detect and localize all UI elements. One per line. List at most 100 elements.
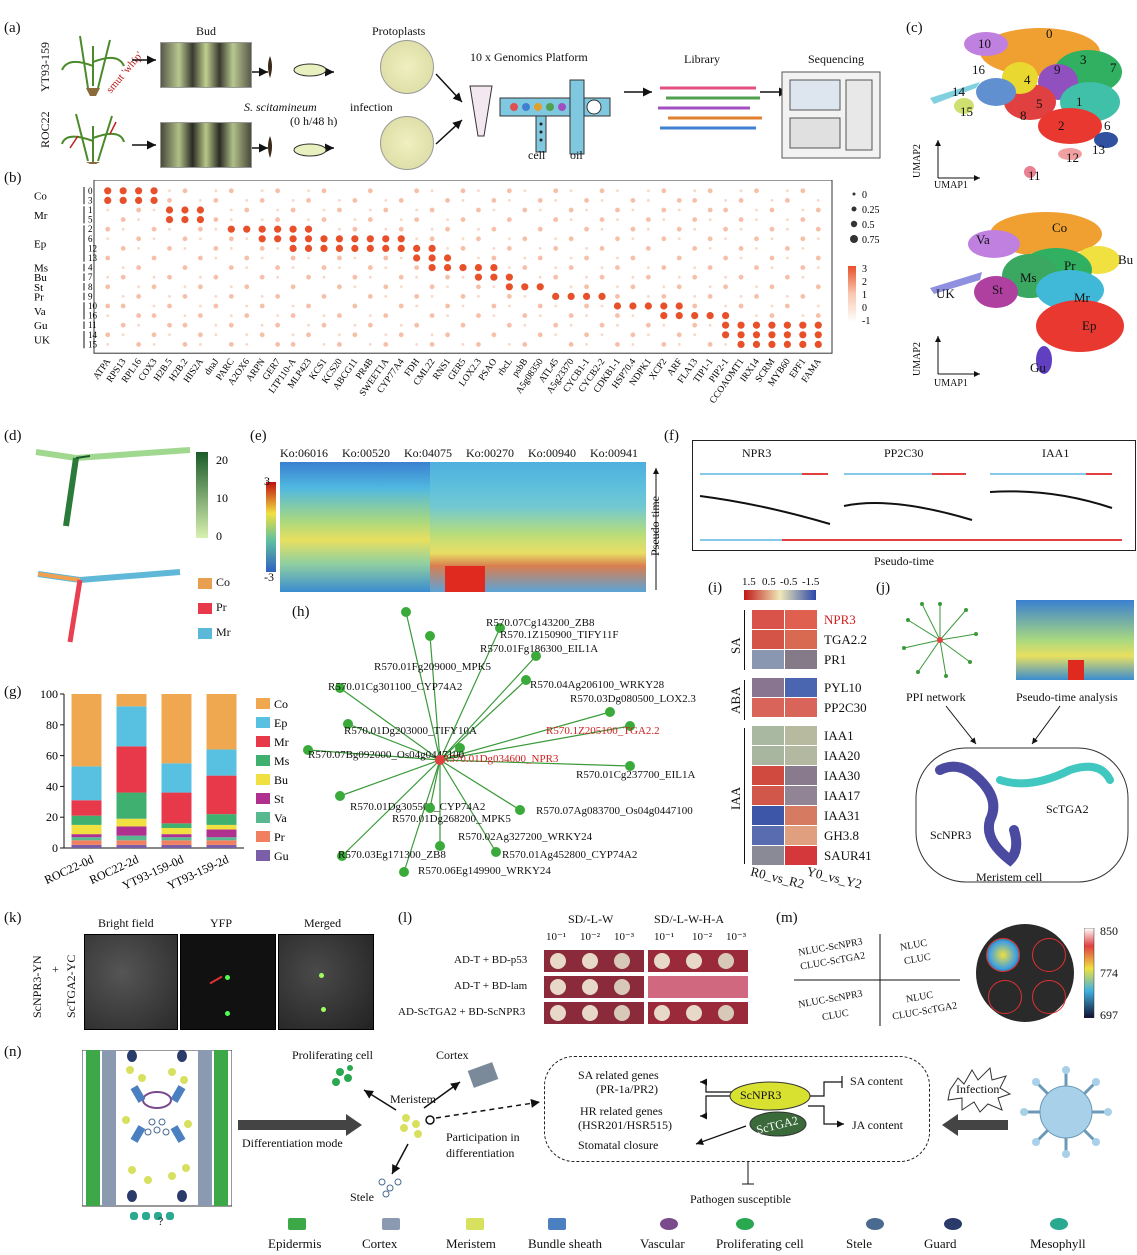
color-legend-label: -1 — [862, 316, 870, 327]
dotplot-dot — [768, 321, 776, 329]
umap-cluster-label: 2 — [1058, 118, 1065, 133]
dotplot-dot — [384, 266, 388, 269]
dotplot-dot — [429, 284, 435, 290]
dotplot-dot — [322, 208, 326, 212]
dotplot-dot — [799, 321, 807, 329]
dotplot-dot — [645, 322, 651, 328]
y2h-row-label: AD-T + BD-lam — [454, 980, 528, 992]
yeast-spot — [582, 979, 598, 995]
legend-swatch — [256, 831, 270, 842]
infection-timepoints: (0 h/48 h) — [290, 114, 338, 128]
dotplot-dot — [600, 304, 604, 308]
sequencer-icon — [781, 71, 881, 159]
dotplot-dot — [661, 265, 667, 270]
bar-segment-gu — [161, 844, 192, 848]
dotplot-dot — [598, 292, 606, 300]
ppi-label: PPI network — [906, 690, 966, 704]
dotplot-dot — [755, 314, 758, 317]
dotplot-dot — [707, 265, 713, 270]
umap-blob — [1038, 108, 1102, 144]
dotplot-dot — [507, 199, 511, 202]
yeast-spot — [582, 1005, 598, 1021]
dotplot-dot — [460, 246, 466, 251]
dotplot-dot — [414, 188, 420, 194]
dotplot-dot — [304, 244, 313, 252]
participation-label-1: Participation in — [446, 1130, 520, 1144]
ppi-node-label: R570.04Ag206100_WRKY28 — [530, 679, 665, 691]
dotplot-group-label: Va — [34, 306, 46, 318]
dotplot-dot — [738, 246, 744, 251]
legend-label: Pr — [216, 600, 227, 614]
ppi-edge — [403, 759, 441, 873]
stele-label: Stele — [350, 1190, 374, 1204]
dotplot-dot — [306, 332, 311, 338]
dotplot-dot — [429, 342, 435, 347]
dotplot-dot — [199, 275, 202, 279]
bar-segment-va — [71, 837, 102, 841]
dotplot-dot — [661, 207, 667, 213]
dotplot-cluster-label: 9 — [88, 291, 93, 301]
heatmap-cell — [785, 678, 817, 697]
dotplot-dot — [275, 188, 281, 194]
dotplot-dot — [582, 292, 591, 300]
dotplot-dot — [351, 244, 359, 252]
yeast-spot — [614, 979, 630, 995]
dotplot-dot — [615, 294, 620, 299]
pathogen-virus-icon — [1020, 1066, 1112, 1158]
dotplot-dot — [738, 303, 744, 309]
heatmap-cell — [752, 826, 784, 845]
dotplot-cluster-label: 10 — [88, 301, 98, 311]
dotplot-dot — [599, 188, 605, 194]
dotplot-dot — [630, 332, 636, 338]
infection-label: Infection — [956, 1082, 1000, 1096]
dotplot-dot — [815, 284, 821, 290]
dotplot-dot — [613, 302, 622, 310]
sa-content-label: SA content — [850, 1074, 903, 1088]
lci-scale-bar — [1084, 928, 1095, 1018]
dotplot-dot — [168, 189, 171, 193]
dotplot-dot — [338, 266, 341, 269]
dotplot-dot — [769, 255, 775, 261]
dotplot-dot — [274, 235, 282, 243]
heatmap-gene-label: IAA30 — [824, 768, 861, 783]
sctga2-label: ScTGA2 — [1046, 802, 1089, 816]
hm-scale-label: 0.5 — [762, 576, 776, 588]
dotplot-dot — [676, 198, 682, 203]
panel-label-c: (c) — [906, 20, 923, 36]
dotplot-dot — [538, 314, 542, 317]
dotplot-dot — [121, 333, 125, 337]
hm-scale-label: -1.5 — [802, 576, 820, 588]
dotplot-dot — [584, 226, 589, 232]
dotplot-dot — [738, 198, 744, 203]
dotplot-dot — [461, 199, 465, 202]
dotplot-dot — [492, 314, 496, 317]
differentiation-arrow — [238, 1114, 362, 1136]
dotplot-dot — [181, 216, 189, 224]
heatmap-cell — [752, 650, 784, 669]
dotplot-dot — [121, 227, 125, 231]
legend-icon-mesophyll — [1050, 1218, 1068, 1230]
variety-roc22: ROC22 — [38, 111, 52, 148]
dotplot-dot — [150, 187, 158, 195]
dotplot-dot — [814, 321, 822, 329]
dotplot-dot — [383, 207, 389, 213]
dotplot-dot — [384, 227, 388, 231]
dotplot-cluster-label: 2 — [88, 224, 93, 234]
dotplot-dot — [631, 275, 635, 279]
meristem-cell-model — [915, 705, 1129, 883]
ppi-node — [605, 707, 615, 717]
dotplot-dot — [692, 246, 698, 251]
dotplot-dot — [755, 218, 758, 221]
dotplot-dot — [430, 295, 434, 298]
color-legend-label: 0 — [862, 303, 867, 314]
dotplot-dot — [567, 292, 575, 300]
dotplot-group-label: Mr — [34, 210, 48, 222]
legend-label: Mr — [274, 735, 289, 749]
library-title: Library — [684, 52, 720, 66]
dotplot-group-label: Bu — [34, 272, 47, 284]
umap-blob — [964, 32, 1008, 56]
heatmap-cell — [785, 726, 817, 745]
ppi-node — [435, 841, 445, 851]
dotplot-dot — [383, 342, 389, 347]
dotplot-dot — [366, 235, 374, 243]
